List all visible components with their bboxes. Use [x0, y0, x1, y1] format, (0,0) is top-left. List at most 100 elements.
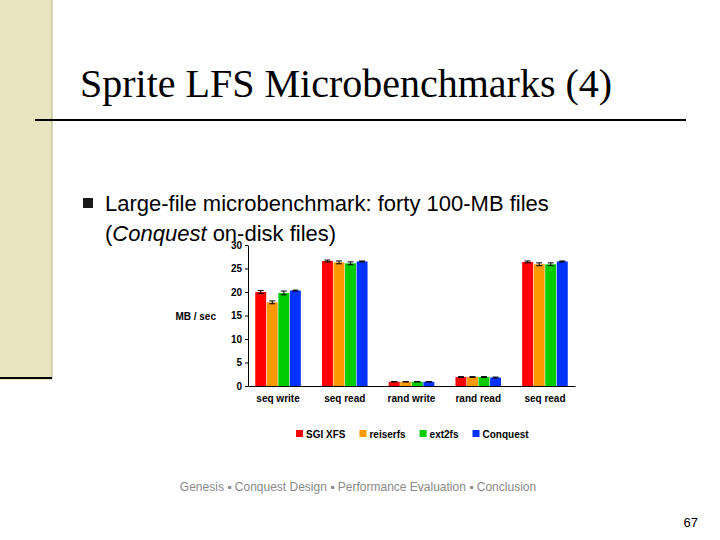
- error-bar: [414, 381, 420, 382]
- bar: [522, 262, 533, 386]
- error-bar: [548, 263, 554, 266]
- legend-label: Conquest: [483, 429, 530, 440]
- legend-label: SGI XFS: [306, 429, 346, 440]
- error-bar: [292, 290, 298, 292]
- page-number: 67: [684, 515, 698, 530]
- legend-label: ext2fs: [430, 429, 459, 440]
- x-tick-label: seq read: [524, 393, 565, 404]
- x-tick-label: seq write: [256, 393, 300, 404]
- slide: Sprite LFS Microbenchmarks (4) Large-file…: [0, 0, 720, 540]
- error-bar: [426, 381, 432, 382]
- error-bar: [525, 261, 531, 263]
- y-axis-title: MB / sec: [175, 311, 216, 322]
- bar: [557, 261, 568, 386]
- error-bar: [469, 376, 475, 378]
- y-tick-label: 30: [231, 240, 243, 251]
- bar: [479, 377, 490, 386]
- x-axis-line: [249, 386, 576, 387]
- side-band-edge: [52, 0, 53, 380]
- error-bar: [493, 377, 499, 379]
- plot-area: [255, 260, 567, 386]
- bar: [290, 291, 301, 386]
- x-tick-label: rand read: [455, 393, 501, 404]
- y-tick-label: 25: [231, 263, 243, 274]
- x-tick-label: rand write: [388, 393, 436, 404]
- y-tick-mark: [245, 386, 248, 387]
- y-axis: 0 5 10 15 20 25 30: [231, 240, 249, 392]
- legend-swatch: [296, 430, 303, 437]
- bar-series: [278, 262, 556, 386]
- legend-swatch: [473, 430, 480, 437]
- y-tick-mark: [245, 339, 248, 340]
- y-tick-label: 15: [231, 310, 243, 321]
- x-tick: rand write: [388, 386, 436, 404]
- bar: [278, 293, 289, 386]
- bar: [334, 262, 345, 386]
- error-bar: [536, 263, 542, 266]
- y-tick-label: 10: [231, 334, 243, 345]
- x-tick: rand read: [455, 386, 501, 404]
- error-bar: [359, 260, 365, 262]
- side-band: [0, 0, 52, 380]
- error-bar: [348, 262, 354, 265]
- footer: Genesis ▪ Conquest Design ▪ Performance …: [180, 480, 536, 494]
- bullet-text-part: Large-file microbenchmark: forty 100-MB …: [105, 191, 549, 216]
- error-bar: [391, 381, 397, 382]
- error-bar: [403, 381, 409, 382]
- legend-swatch: [359, 430, 366, 437]
- y-tick: 15: [231, 310, 248, 321]
- y-tick-label: 5: [236, 357, 242, 368]
- error-bar: [458, 376, 464, 378]
- bar: [423, 382, 434, 386]
- chart: 0 5 10 15 20 25 30 seq write seq read rand write r…: [175, 240, 575, 440]
- bullet-marker: [83, 198, 93, 208]
- y-tick-label: 20: [231, 287, 243, 298]
- x-tick: seq read: [324, 386, 365, 404]
- y-tick-mark: [245, 363, 248, 364]
- bullet-text: (Conquest on-disk files): [105, 221, 336, 246]
- bar: [490, 378, 501, 386]
- bar: [400, 382, 411, 386]
- title-rule: [35, 119, 686, 121]
- y-tick-mark: [245, 245, 248, 246]
- legend: SGI XFS reiserfs ext2fs Conquest: [296, 429, 529, 440]
- bar: [534, 264, 545, 386]
- bar: [389, 382, 400, 386]
- x-tick: seq read: [524, 386, 565, 404]
- y-tick: 10: [231, 334, 248, 345]
- y-tick-label: 0: [236, 381, 242, 392]
- slide-title: Sprite LFS Microbenchmarks (4): [80, 61, 612, 106]
- y-tick-mark: [245, 316, 248, 317]
- error-bar: [324, 260, 330, 262]
- side-band-base: [0, 377, 52, 379]
- x-tick: seq write: [256, 386, 300, 404]
- y-tick: 0: [236, 381, 248, 392]
- bullet-text-part: Conquest: [112, 221, 207, 246]
- y-tick-mark: [245, 292, 248, 293]
- bullet-text: Large-file microbenchmark: forty 100-MB …: [105, 191, 549, 216]
- error-bar: [258, 291, 264, 294]
- bar: [357, 261, 368, 386]
- error-bar: [281, 291, 287, 295]
- bar-series: [267, 261, 545, 386]
- x-axis: seq write seq read rand write rand read seq …: [249, 386, 576, 404]
- bar-series: [255, 260, 533, 386]
- y-tick-mark: [245, 269, 248, 270]
- x-tick-label: seq read: [324, 393, 365, 404]
- bar: [545, 264, 556, 386]
- y-tick: 20: [231, 287, 248, 298]
- bar: [455, 377, 466, 386]
- bar: [467, 377, 478, 386]
- bar: [255, 292, 266, 386]
- bar: [345, 263, 356, 386]
- y-axis-line: [248, 246, 249, 387]
- legend-swatch: [420, 430, 427, 437]
- bar: [412, 382, 423, 386]
- bar-series: [290, 261, 568, 386]
- legend-label: reiserfs: [369, 429, 406, 440]
- error-bar: [481, 376, 487, 378]
- bullet-text-part: on-disk files): [207, 221, 337, 246]
- error-bar: [269, 301, 275, 304]
- error-bar: [559, 260, 565, 262]
- y-tick: 25: [231, 263, 248, 274]
